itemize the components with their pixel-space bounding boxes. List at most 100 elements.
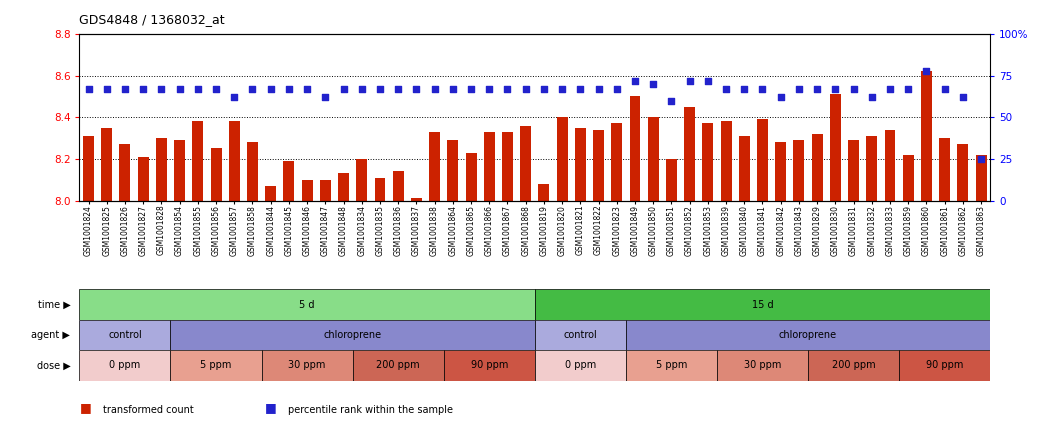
Bar — [466, 153, 477, 201]
Bar — [79, 289, 535, 320]
Text: 90 ppm: 90 ppm — [926, 360, 964, 371]
Point — [699, 77, 716, 84]
Bar — [535, 289, 990, 320]
Bar — [444, 350, 535, 381]
Text: transformed count: transformed count — [103, 404, 194, 415]
Bar — [79, 320, 170, 350]
Bar — [884, 130, 896, 201]
Text: control: control — [108, 330, 142, 340]
Text: 5 d: 5 d — [300, 299, 315, 310]
Point — [354, 85, 371, 92]
Bar — [247, 142, 258, 201]
Bar — [975, 155, 987, 201]
Point — [718, 85, 735, 92]
Point — [608, 85, 625, 92]
Text: ■: ■ — [265, 401, 276, 415]
Bar — [156, 138, 167, 201]
Point — [590, 85, 607, 92]
Point — [335, 85, 352, 92]
Bar — [320, 180, 330, 201]
Point — [809, 85, 826, 92]
Point — [517, 85, 534, 92]
Point — [134, 85, 151, 92]
Point — [499, 85, 516, 92]
Point — [408, 85, 425, 92]
Point — [863, 94, 880, 101]
Point — [226, 94, 243, 101]
Bar — [520, 126, 532, 201]
Point — [536, 85, 553, 92]
Point — [936, 85, 953, 92]
Text: 30 ppm: 30 ppm — [743, 360, 782, 371]
Point — [645, 80, 662, 87]
Bar — [939, 138, 950, 201]
Bar — [229, 121, 239, 201]
Bar — [83, 136, 94, 201]
Point — [681, 77, 698, 84]
Bar — [720, 121, 732, 201]
Text: chloroprene: chloroprene — [779, 330, 837, 340]
Bar — [775, 142, 786, 201]
Bar — [575, 128, 586, 201]
Bar — [626, 350, 717, 381]
Point — [481, 85, 498, 92]
Bar — [302, 180, 312, 201]
Point — [445, 85, 462, 92]
Bar — [353, 350, 444, 381]
Bar — [393, 171, 403, 201]
Point — [390, 85, 407, 92]
Text: control: control — [563, 330, 597, 340]
Text: 5 ppm: 5 ppm — [200, 360, 232, 371]
Point — [972, 156, 989, 162]
Bar — [193, 121, 203, 201]
Bar — [429, 132, 441, 201]
Bar — [284, 161, 294, 201]
Point — [845, 85, 862, 92]
Point — [299, 85, 316, 92]
Point — [372, 85, 389, 92]
Bar — [957, 144, 968, 201]
Bar — [265, 186, 276, 201]
Text: ■: ■ — [79, 401, 91, 415]
Bar — [793, 140, 805, 201]
Bar — [170, 350, 262, 381]
Point — [190, 85, 207, 92]
Point — [954, 94, 971, 101]
Text: agent ▶: agent ▶ — [32, 330, 70, 340]
Point — [244, 85, 261, 92]
Point — [827, 85, 844, 92]
Bar — [899, 350, 990, 381]
Text: 15 d: 15 d — [752, 299, 773, 310]
Bar — [739, 136, 750, 201]
Bar — [866, 136, 877, 201]
Bar — [629, 96, 641, 201]
Point — [736, 85, 753, 92]
Bar — [535, 350, 626, 381]
Bar — [138, 157, 148, 201]
Text: 0 ppm: 0 ppm — [109, 360, 141, 371]
Text: 0 ppm: 0 ppm — [564, 360, 596, 371]
Bar — [717, 350, 808, 381]
Bar — [538, 184, 550, 201]
Point — [790, 85, 807, 92]
Bar — [557, 117, 568, 201]
Text: time ▶: time ▶ — [37, 299, 70, 310]
Bar — [848, 140, 859, 201]
Point — [281, 85, 298, 92]
Bar — [611, 124, 623, 201]
Bar — [375, 178, 385, 201]
Point — [317, 94, 334, 101]
Point — [554, 85, 571, 92]
Point — [918, 67, 935, 74]
Point — [772, 94, 789, 101]
Bar — [411, 198, 421, 201]
Bar — [535, 320, 626, 350]
Point — [208, 85, 225, 92]
Point — [572, 85, 589, 92]
Point — [426, 85, 443, 92]
Bar — [79, 350, 170, 381]
Bar — [626, 320, 990, 350]
Bar — [174, 140, 185, 201]
Point — [881, 85, 898, 92]
Point — [152, 85, 169, 92]
